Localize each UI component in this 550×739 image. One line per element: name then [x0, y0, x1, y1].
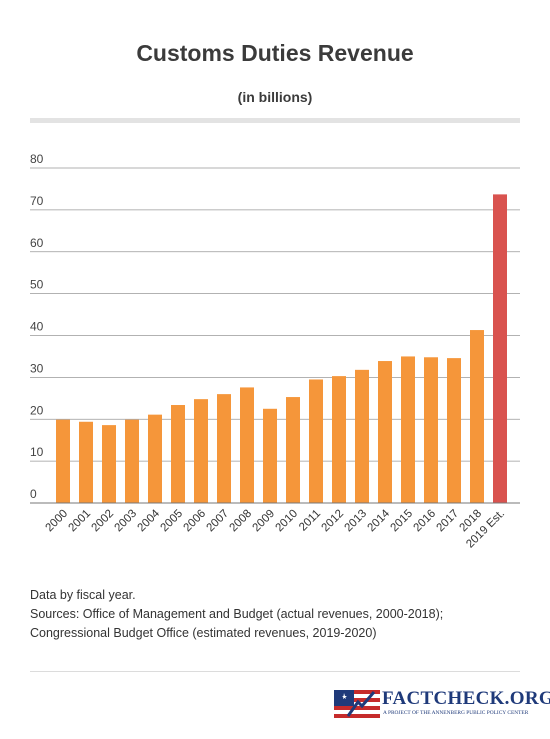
bar-2016 — [424, 357, 438, 503]
x-tick-label: 2004 — [136, 507, 163, 534]
gridlines — [30, 167, 520, 462]
x-tick-label: 2014 — [366, 507, 393, 534]
y-axis-labels: 0 10 20 30 40 50 60 70 80 — [30, 152, 44, 501]
y-tick-label: 30 — [30, 361, 44, 375]
flag-logo-icon — [334, 690, 380, 718]
x-tick-label: 2011 — [297, 508, 323, 534]
x-tick-label: 2003 — [113, 508, 140, 535]
x-tick-label: 2013 — [343, 508, 370, 535]
x-tick-label: 2010 — [274, 508, 301, 535]
y-tick-label: 10 — [30, 445, 44, 459]
x-tick-label: 2012 — [320, 508, 347, 535]
bar-2011 — [309, 379, 323, 503]
bar-2015 — [401, 356, 415, 503]
y-tick-label: 50 — [30, 278, 44, 292]
bar-2012 — [332, 376, 346, 503]
x-tick-label: 2001 — [67, 508, 94, 535]
chart-notes: Data by fiscal year. Sources: Office of … — [30, 586, 520, 643]
y-tick-label: 20 — [30, 403, 44, 417]
header-divider — [30, 118, 520, 123]
bar-2006 — [194, 399, 208, 503]
note-sources-cbo: Congressional Budget Office (estimated r… — [30, 626, 377, 640]
x-tick-label: 2002 — [90, 508, 117, 535]
x-tick-label: 2000 — [44, 508, 71, 535]
footer-divider — [30, 671, 520, 672]
bar-2018 — [470, 330, 484, 503]
x-tick-label: 2008 — [228, 508, 255, 535]
x-tick-label: 2009 — [251, 508, 278, 535]
x-axis-labels: 2000200120022003200420052006200720082009… — [44, 507, 508, 550]
bar-2002 — [102, 425, 116, 503]
y-tick-label: 70 — [30, 194, 44, 208]
bar-2019-est — [493, 194, 507, 503]
factcheck-logo: FACTCHECK.ORG A PROJECT OF THE ANNENBERG… — [334, 686, 550, 724]
bar-2007 — [217, 394, 231, 503]
y-tick-label: 40 — [30, 320, 44, 334]
x-tick-label: 2017 — [435, 508, 462, 535]
chart-subtitle: (in billions) — [237, 89, 313, 105]
x-tick-label: 2016 — [412, 508, 439, 535]
note-sources-omb: Sources: Office of Management and Budget… — [30, 607, 444, 621]
bar-2008 — [240, 387, 254, 503]
y-tick-label: 0 — [30, 487, 37, 501]
bars — [56, 194, 507, 503]
bar-2017 — [447, 358, 461, 503]
bar-2003 — [125, 419, 139, 503]
note-fiscal-year: Data by fiscal year. — [30, 588, 136, 602]
logo-tagline: A PROJECT OF THE ANNENBERG PUBLIC POLICY… — [383, 710, 529, 716]
bar-2000 — [56, 419, 70, 503]
bar-2004 — [148, 414, 162, 503]
bar-2010 — [286, 397, 300, 503]
x-tick-label: 2005 — [159, 508, 186, 535]
y-tick-label: 60 — [30, 236, 44, 250]
bar-2009 — [263, 408, 277, 503]
bar-2013 — [355, 369, 369, 503]
bar-2005 — [171, 405, 185, 503]
x-tick-label: 2015 — [389, 508, 416, 535]
bar-2014 — [378, 361, 392, 503]
x-tick-label: 2007 — [205, 508, 232, 535]
logo-wordmark: FACTCHECK.ORG — [382, 688, 550, 709]
x-tick-label: 2006 — [182, 508, 209, 535]
chart-title: Customs Duties Revenue — [136, 40, 414, 66]
y-tick-label: 80 — [30, 152, 44, 166]
bar-2001 — [79, 421, 93, 503]
